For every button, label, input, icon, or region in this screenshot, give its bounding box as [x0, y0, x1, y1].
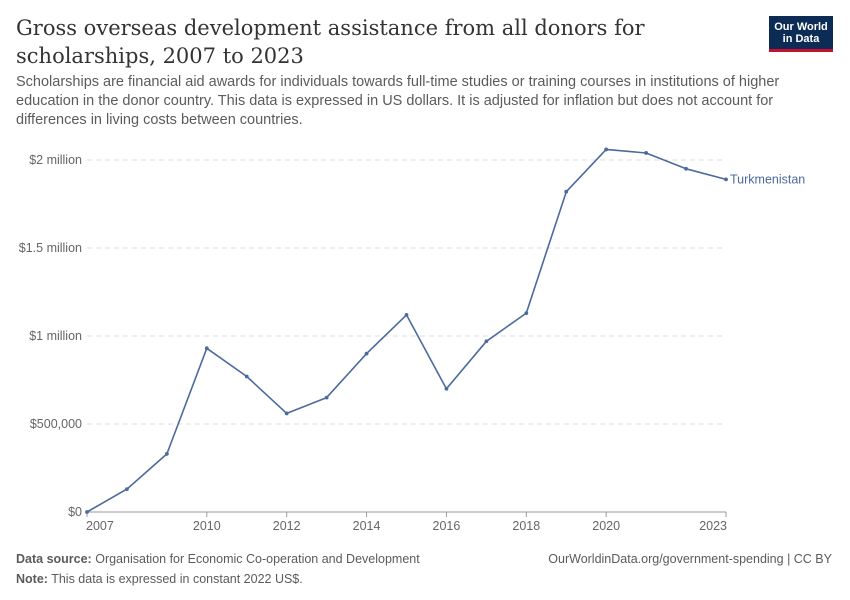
axis-layer: $0 $500,000 $1 million $1.5 million $2 milli… — [19, 153, 727, 533]
data-point — [524, 311, 529, 316]
data-point — [444, 386, 449, 391]
series-label: Turkmenistan — [730, 172, 805, 186]
data-point — [364, 351, 369, 356]
x-tick-label: 2020 — [592, 519, 620, 533]
data-point — [244, 374, 249, 379]
data-point — [484, 339, 489, 344]
x-tick-label: 2018 — [512, 519, 540, 533]
data-source-label: Data source: — [16, 552, 92, 566]
chart-footer-url[interactable]: OurWorldinData.org/government-spending |… — [548, 552, 832, 566]
data-point — [724, 177, 728, 182]
chart-title: Gross overseas development assistance fr… — [16, 16, 645, 68]
series-layer: Turkmenistan — [85, 147, 805, 514]
data-point — [404, 312, 409, 317]
note-text: This data is expressed in constant 2022 … — [51, 572, 303, 586]
y-tick-label: $2 million — [29, 153, 82, 167]
owid-logo[interactable]: Our World in Data — [769, 16, 833, 52]
data-point — [324, 395, 329, 400]
data-source-text[interactable]: Organisation for Economic Co-operation a… — [95, 552, 420, 566]
series-line — [86, 148, 727, 513]
x-tick-label: 2016 — [433, 519, 461, 533]
chart-footer-left: Data source: Organisation for Economic C… — [16, 549, 420, 589]
data-point — [164, 452, 169, 456]
note-line: Note: This data is expressed in constant… — [16, 569, 420, 589]
data-point — [644, 151, 649, 155]
data-point — [125, 487, 129, 492]
x-tick-label: 2023 — [699, 519, 727, 533]
x-tick-label: 2010 — [193, 519, 221, 533]
logo-line-2: in Data — [782, 33, 820, 45]
note-label: Note: — [16, 572, 48, 586]
y-tick-label: $1 million — [29, 329, 82, 343]
y-tick-label: $1.5 million — [19, 241, 82, 255]
x-tick-label: 2014 — [353, 519, 381, 533]
x-tick-label: 2007 — [86, 519, 114, 533]
y-tick-label: $0 — [68, 505, 82, 519]
data-point — [85, 510, 89, 514]
data-point — [684, 166, 688, 171]
chart-subtitle: Scholarships are financial aid awards fo… — [16, 74, 780, 128]
logo-line-1: Our World — [774, 21, 828, 33]
grid-layer — [87, 159, 726, 425]
y-tick-label: $500,000 — [30, 417, 82, 431]
data-point — [284, 411, 289, 416]
data-point — [604, 147, 609, 152]
data-point — [204, 346, 209, 351]
data-source-line: Data source: Organisation for Economic C… — [16, 549, 420, 569]
x-tick-label: 2012 — [273, 519, 301, 533]
data-point — [564, 189, 569, 194]
